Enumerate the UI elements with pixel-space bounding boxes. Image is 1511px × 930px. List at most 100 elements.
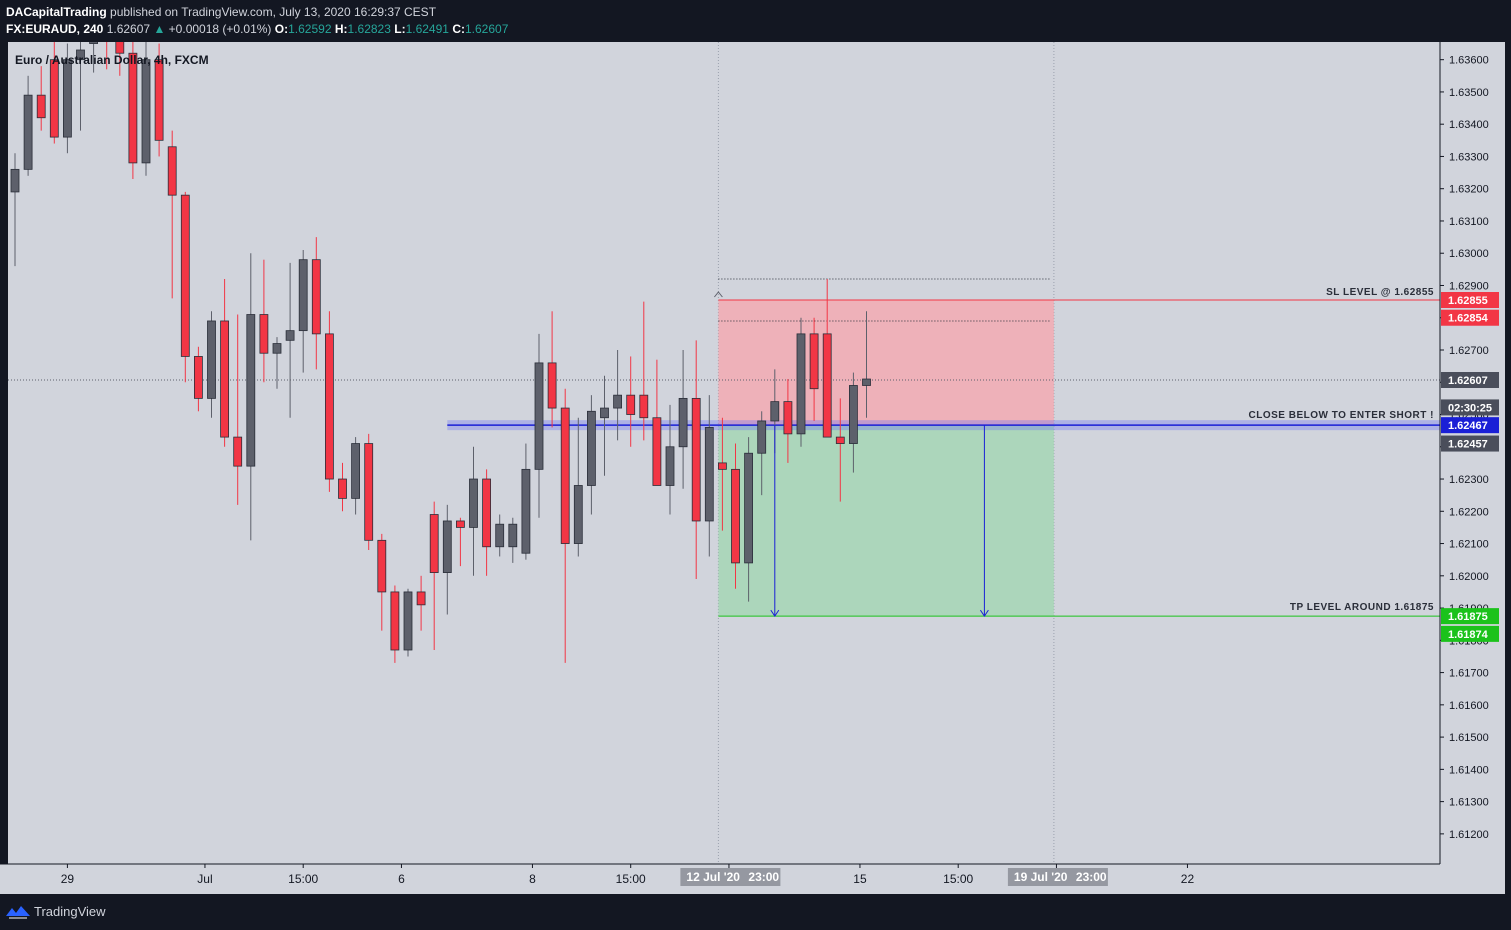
candle[interactable] bbox=[587, 410, 596, 486]
candle[interactable] bbox=[285, 330, 295, 341]
candle[interactable] bbox=[23, 94, 33, 170]
price-axis[interactable] bbox=[1440, 42, 1505, 864]
candle[interactable] bbox=[272, 343, 282, 354]
candle[interactable] bbox=[141, 59, 151, 164]
publisher-name[interactable]: DACapitalTrading bbox=[6, 5, 107, 19]
candle[interactable] bbox=[10, 168, 20, 193]
candle[interactable] bbox=[534, 362, 544, 470]
price-tick-label: 1.62100 bbox=[1449, 539, 1489, 551]
chart-area[interactable]: SL LEVEL @ 1.62855 CLOSE BELOW TO ENTER S… bbox=[0, 17, 1505, 894]
candle[interactable] bbox=[718, 462, 727, 470]
candle[interactable] bbox=[613, 394, 622, 409]
candle[interactable] bbox=[495, 523, 505, 548]
candle[interactable] bbox=[822, 333, 832, 438]
candle[interactable] bbox=[364, 443, 374, 541]
candle[interactable] bbox=[233, 436, 243, 467]
arrow-up-icon bbox=[714, 291, 723, 298]
last-price: 1.62607 bbox=[106, 22, 151, 36]
candle[interactable] bbox=[180, 194, 190, 357]
candle[interactable] bbox=[167, 146, 177, 196]
price-label-box bbox=[1441, 608, 1499, 625]
candle[interactable] bbox=[36, 94, 46, 119]
candle[interactable] bbox=[207, 320, 216, 399]
candle[interactable] bbox=[455, 520, 465, 528]
price-tick-label: 1.61700 bbox=[1449, 668, 1489, 680]
price-tick-label: 1.61200 bbox=[1449, 829, 1489, 841]
candle[interactable] bbox=[338, 478, 347, 499]
candle[interactable] bbox=[796, 333, 806, 435]
candle[interactable] bbox=[76, 49, 85, 61]
candle[interactable] bbox=[220, 320, 230, 438]
candle[interactable] bbox=[652, 417, 662, 486]
date-label-text: 19 Jul '20 bbox=[1014, 870, 1068, 884]
candle[interactable] bbox=[482, 478, 492, 548]
candle[interactable] bbox=[390, 591, 400, 651]
candle[interactable] bbox=[63, 59, 72, 138]
candlestick-chart[interactable]: SL LEVEL @ 1.62855 CLOSE BELOW TO ENTER S… bbox=[0, 17, 1505, 894]
low-label: L: bbox=[394, 22, 406, 36]
candle[interactable] bbox=[560, 407, 570, 544]
price-label-text: 1.62607 bbox=[1448, 375, 1488, 387]
candle[interactable] bbox=[403, 591, 413, 651]
candle[interactable] bbox=[770, 401, 780, 422]
candle[interactable] bbox=[442, 520, 452, 573]
candle[interactable] bbox=[849, 385, 858, 444]
candle[interactable] bbox=[154, 59, 164, 141]
price-tick-label: 1.61600 bbox=[1449, 700, 1489, 712]
tp-annotation: TP LEVEL AROUND 1.61875 bbox=[1290, 602, 1434, 613]
candle[interactable] bbox=[547, 362, 557, 409]
candle[interactable] bbox=[600, 407, 609, 419]
candle[interactable] bbox=[298, 259, 308, 332]
candle[interactable] bbox=[246, 314, 256, 467]
candle[interactable] bbox=[311, 259, 321, 335]
arrow-down-icon bbox=[770, 609, 780, 618]
low-value: 1.62491 bbox=[405, 22, 449, 36]
price-label-text: 1.61874 bbox=[1448, 629, 1489, 641]
time-tick-label: 15:00 bbox=[943, 872, 973, 886]
tradingview-brand[interactable]: TradingView bbox=[34, 904, 106, 919]
time-tick-label: 29 bbox=[61, 872, 75, 886]
candle[interactable] bbox=[639, 394, 649, 419]
candle[interactable] bbox=[193, 356, 203, 399]
candle[interactable] bbox=[809, 333, 819, 390]
time-tick-label: 15:00 bbox=[616, 872, 646, 886]
close-label: C: bbox=[452, 22, 465, 36]
candle[interactable] bbox=[626, 394, 636, 415]
candle[interactable] bbox=[49, 59, 59, 138]
candle[interactable] bbox=[757, 420, 767, 454]
price-label-box bbox=[1441, 417, 1499, 434]
price-label-box bbox=[1441, 372, 1499, 388]
price-tick-label: 1.63300 bbox=[1449, 151, 1489, 163]
candle[interactable] bbox=[351, 443, 361, 499]
candle[interactable] bbox=[731, 468, 740, 564]
candle[interactable] bbox=[416, 591, 426, 606]
candle[interactable] bbox=[259, 314, 269, 354]
high-label: H: bbox=[334, 22, 348, 36]
candle[interactable] bbox=[115, 39, 125, 54]
high-value: 1.62823 bbox=[347, 22, 391, 36]
candle[interactable] bbox=[429, 514, 439, 573]
price-tick-label: 1.63200 bbox=[1449, 184, 1489, 196]
open-value: 1.62592 bbox=[288, 22, 332, 36]
price-label-text: 1.62457 bbox=[1448, 439, 1488, 451]
arrow-down-icon bbox=[979, 609, 989, 618]
candle[interactable] bbox=[678, 397, 688, 448]
candle[interactable] bbox=[128, 52, 138, 164]
candle[interactable] bbox=[704, 427, 714, 522]
price-tick-label: 1.63100 bbox=[1449, 216, 1489, 228]
candle[interactable] bbox=[783, 401, 793, 435]
candle[interactable] bbox=[521, 468, 531, 554]
candle[interactable] bbox=[862, 378, 871, 386]
candle[interactable] bbox=[89, 33, 98, 44]
candle[interactable] bbox=[573, 485, 583, 544]
candle[interactable] bbox=[377, 539, 387, 593]
candle[interactable] bbox=[691, 397, 701, 522]
candle[interactable] bbox=[469, 478, 478, 528]
candle[interactable] bbox=[665, 446, 675, 486]
candle[interactable] bbox=[324, 333, 334, 480]
close-value: 1.62607 bbox=[464, 22, 509, 36]
candle[interactable] bbox=[508, 523, 518, 548]
candle[interactable] bbox=[744, 452, 753, 564]
tradingview-logo-icon[interactable] bbox=[6, 904, 30, 920]
candle[interactable] bbox=[835, 436, 845, 444]
